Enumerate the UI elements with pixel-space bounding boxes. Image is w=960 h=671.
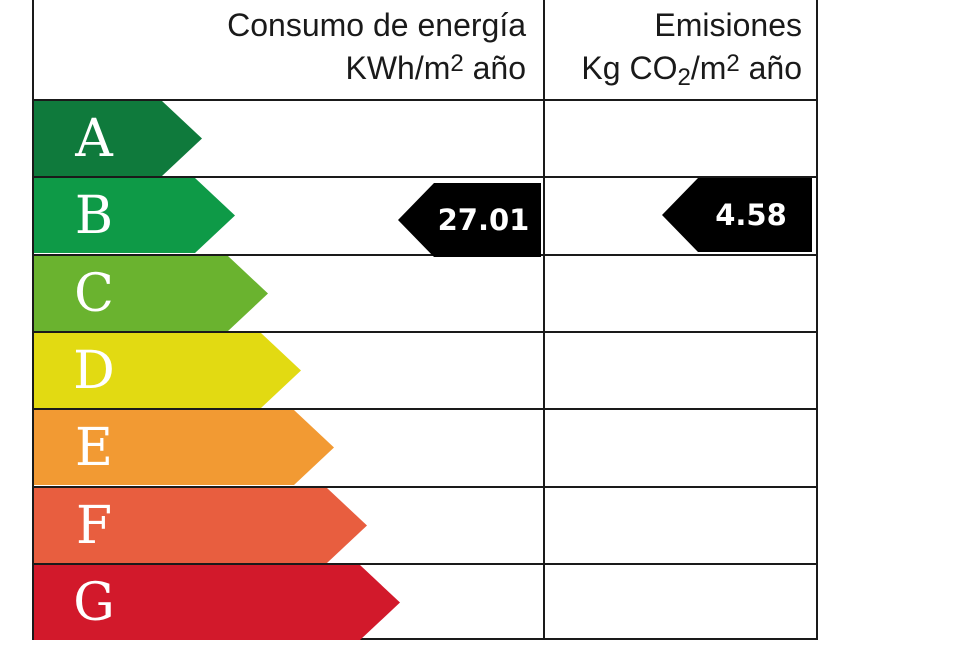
emissions-title: Emisiones <box>654 7 802 43</box>
rating-bar-d <box>34 333 301 408</box>
rating-bar-shape-g <box>34 565 400 640</box>
row-divider <box>32 331 818 333</box>
energy-title: Consumo de energía <box>227 7 526 43</box>
rating-bar-shape-a <box>34 101 202 176</box>
rating-bar-shape-d <box>34 333 301 408</box>
table-left-border <box>32 0 34 640</box>
rating-bar-shape-e <box>34 410 334 485</box>
rating-letter-g: G <box>73 573 115 633</box>
rating-bar-shape-c <box>34 256 268 331</box>
rating-bar-shape-b <box>34 178 235 253</box>
column-divider <box>543 0 545 640</box>
emissions-arrow-value: 4.58 <box>715 198 787 232</box>
row-divider <box>32 563 818 565</box>
rating-bar-e <box>34 410 334 485</box>
energy-unit: KWh/m2 año <box>345 50 526 86</box>
rating-letter-d: D <box>73 341 115 401</box>
rating-bar-a <box>34 101 202 176</box>
rating-bar-c <box>34 256 268 331</box>
energy-column-header: Consumo de energía KWh/m2 año <box>60 4 526 90</box>
row-divider <box>32 408 818 410</box>
energy-arrow-shape <box>398 183 541 257</box>
row-divider <box>32 254 818 256</box>
energy-arrow-value: 27.01 <box>437 203 530 237</box>
rating-bar-b <box>34 178 235 253</box>
rating-bar-shape-f <box>34 488 367 563</box>
emissions-column-header: Emisiones Kg CO2/m2 año <box>548 4 802 90</box>
table-right-border <box>816 0 818 640</box>
emissions-unit: Kg CO2/m2 año <box>581 50 802 91</box>
table-bottom-border <box>32 638 818 640</box>
row-divider <box>32 486 818 488</box>
rating-letter-a: A <box>75 109 113 169</box>
rating-bar-g <box>34 565 400 640</box>
row-divider <box>32 176 818 178</box>
rating-bar-f <box>34 488 367 563</box>
rating-letter-f: F <box>75 496 113 556</box>
header-divider <box>32 99 818 101</box>
energy-value-arrow: 27.01 <box>398 183 541 257</box>
emissions-arrow-shape <box>662 178 812 252</box>
emissions-value-arrow: 4.58 <box>662 178 812 252</box>
rating-letter-e: E <box>75 418 113 478</box>
rating-letter-c: C <box>74 264 114 324</box>
rating-letter-b: B <box>74 186 114 246</box>
